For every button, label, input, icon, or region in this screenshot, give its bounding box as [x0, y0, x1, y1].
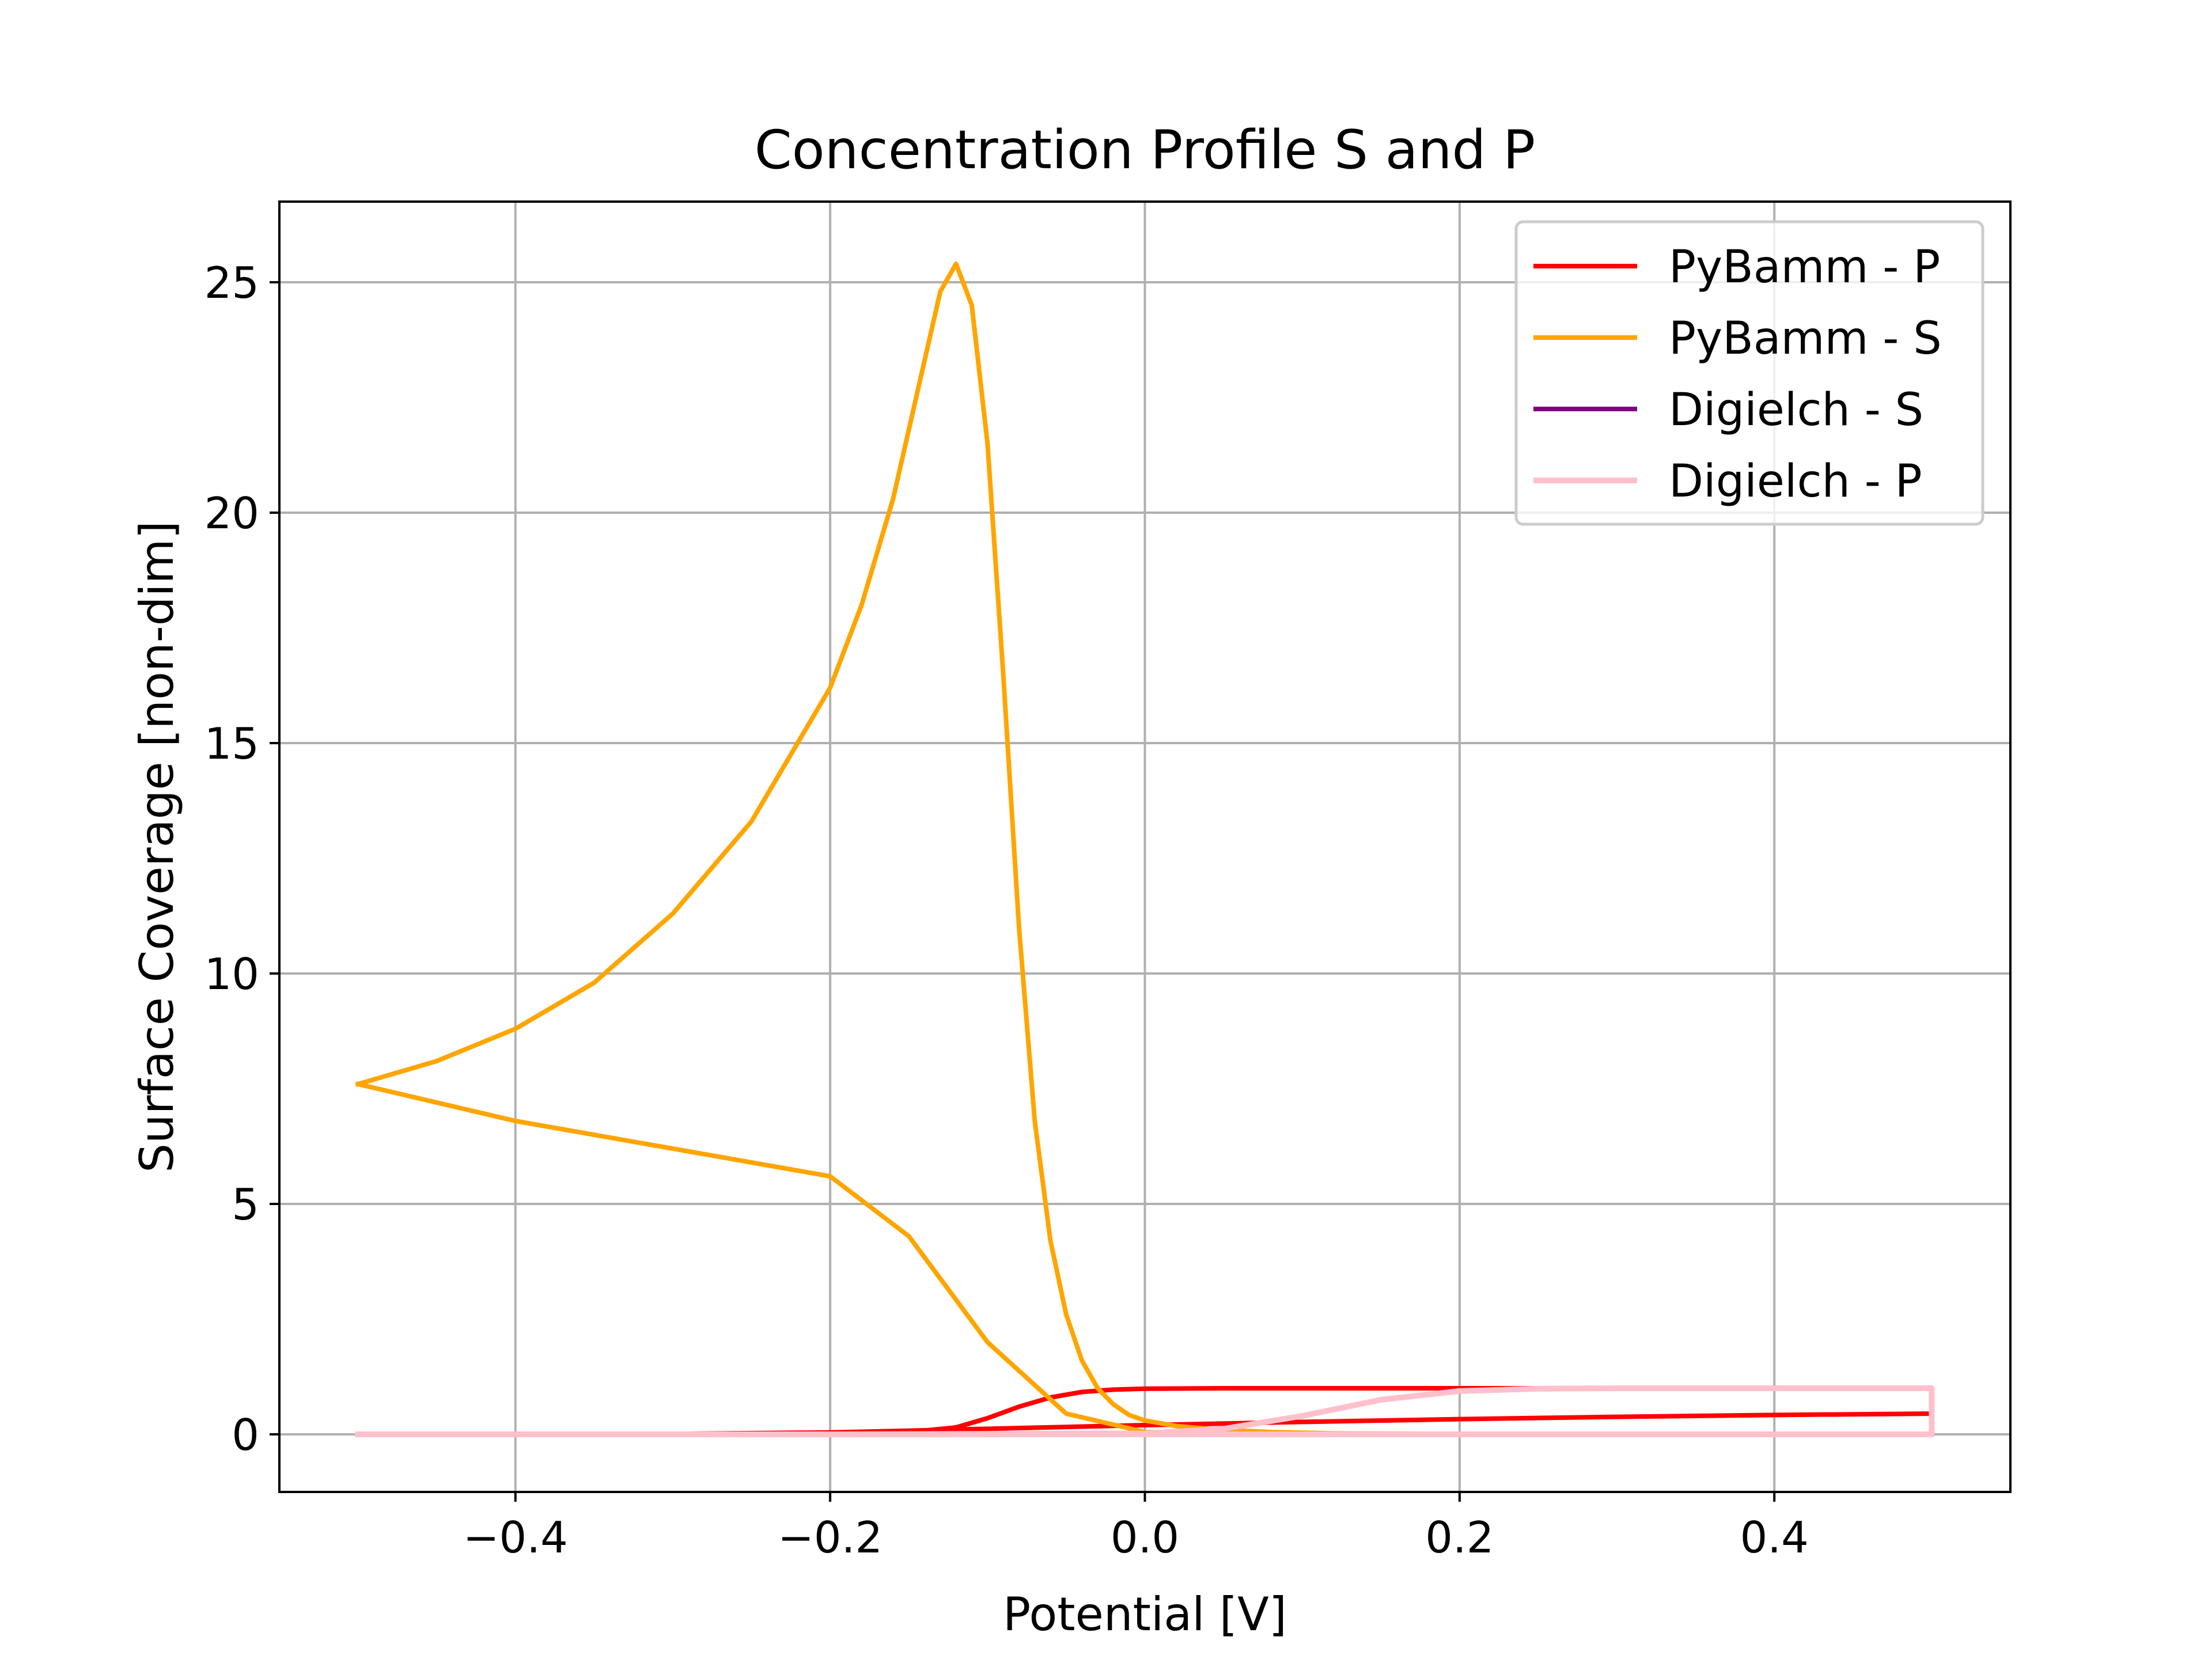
legend-box: [1514, 220, 1984, 526]
x-tick-label: 0.4: [1740, 1512, 1809, 1563]
chart-title: Concentration Profile S and P: [755, 119, 1535, 181]
legend-label: PyBamm - S: [1669, 313, 1942, 365]
axis-ticks: −0.4 −0.2 0.0 0.2 0.4 0 5 10 15 20 25: [204, 257, 1809, 1563]
legend-label: PyBamm - P: [1669, 241, 1940, 293]
x-tick-label: 0.2: [1425, 1512, 1494, 1563]
y-tick-label: 15: [204, 718, 259, 769]
x-tick-label: −0.4: [463, 1512, 568, 1563]
series-lines: [355, 262, 1935, 1437]
y-tick-label: 10: [204, 949, 259, 999]
y-tick-label: 20: [204, 488, 259, 539]
y-axis-label: Surface Coverage [non-dim]: [130, 521, 184, 1172]
y-tick-label: 25: [204, 257, 259, 308]
y-tick-label: 5: [232, 1179, 259, 1230]
y-tick-label: 0: [232, 1410, 259, 1460]
x-tick-label: −0.2: [778, 1512, 882, 1563]
x-axis-label: Potential [V]: [1003, 1588, 1287, 1641]
legend-label: Digielch - S: [1669, 384, 1923, 436]
series-line-digielch-p: [355, 1385, 1935, 1437]
x-tick-label: 0.0: [1111, 1512, 1179, 1563]
series-line-pybamm-s: [355, 262, 1934, 1437]
legend-label: Digielch - P: [1669, 456, 1922, 507]
legend: PyBamm - P PyBamm - S Digielch - S Digielch…: [1514, 220, 1984, 526]
